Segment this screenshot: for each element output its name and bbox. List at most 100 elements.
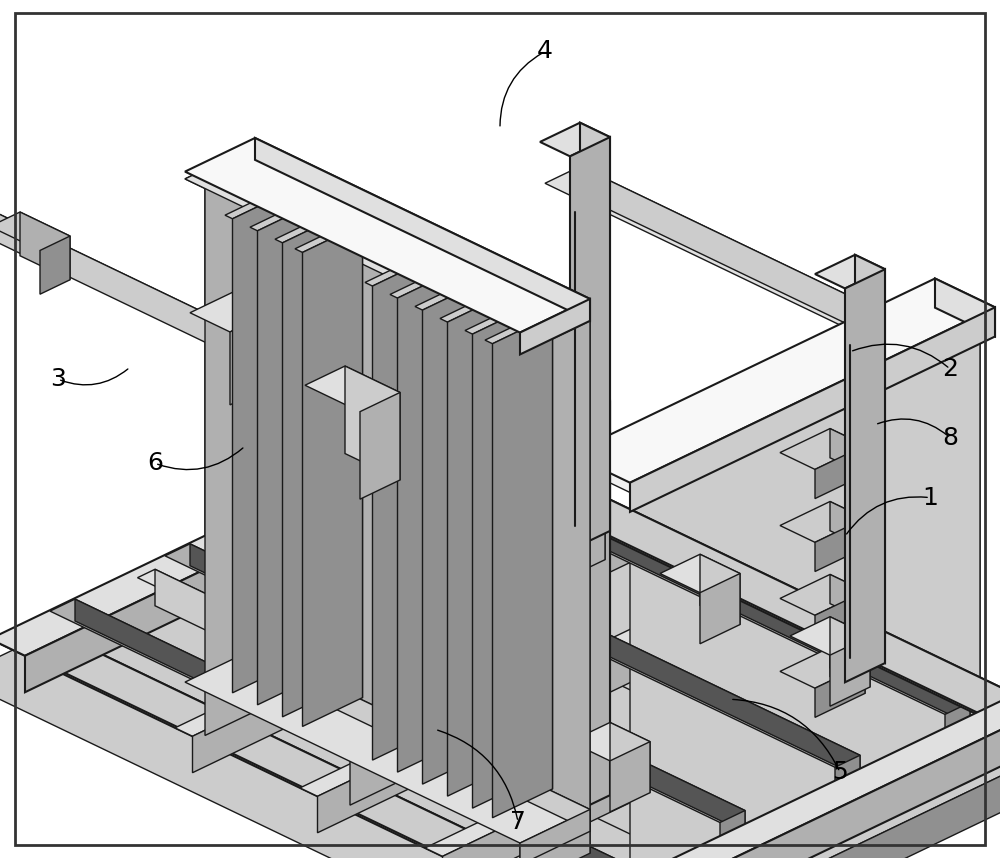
Polygon shape bbox=[422, 281, 482, 784]
Polygon shape bbox=[445, 420, 480, 474]
Polygon shape bbox=[283, 214, 342, 717]
Polygon shape bbox=[830, 575, 865, 620]
Polygon shape bbox=[398, 269, 458, 772]
Polygon shape bbox=[443, 637, 898, 858]
Polygon shape bbox=[415, 436, 970, 724]
Polygon shape bbox=[185, 145, 590, 340]
Text: 1: 1 bbox=[922, 486, 938, 510]
Polygon shape bbox=[815, 445, 865, 498]
Polygon shape bbox=[40, 625, 615, 858]
Polygon shape bbox=[345, 222, 395, 793]
Polygon shape bbox=[610, 722, 650, 793]
Polygon shape bbox=[75, 599, 630, 858]
Polygon shape bbox=[455, 425, 1000, 738]
Polygon shape bbox=[138, 570, 730, 854]
Polygon shape bbox=[545, 311, 552, 789]
Polygon shape bbox=[520, 306, 590, 354]
Polygon shape bbox=[540, 387, 610, 420]
Polygon shape bbox=[450, 266, 458, 743]
Polygon shape bbox=[0, 197, 240, 340]
Polygon shape bbox=[525, 489, 605, 528]
Polygon shape bbox=[355, 220, 362, 698]
Polygon shape bbox=[305, 366, 400, 412]
Polygon shape bbox=[360, 392, 400, 499]
Polygon shape bbox=[365, 254, 432, 286]
Polygon shape bbox=[257, 202, 317, 705]
Polygon shape bbox=[780, 429, 865, 469]
Polygon shape bbox=[845, 269, 885, 682]
Polygon shape bbox=[475, 278, 482, 755]
Polygon shape bbox=[255, 649, 590, 831]
Polygon shape bbox=[225, 186, 292, 219]
Polygon shape bbox=[590, 709, 1000, 858]
Polygon shape bbox=[493, 315, 552, 818]
Polygon shape bbox=[570, 402, 610, 814]
Polygon shape bbox=[610, 741, 650, 812]
Polygon shape bbox=[0, 438, 1000, 858]
Polygon shape bbox=[500, 290, 507, 767]
Polygon shape bbox=[250, 198, 317, 231]
Polygon shape bbox=[255, 145, 275, 702]
Polygon shape bbox=[520, 299, 590, 354]
Polygon shape bbox=[660, 554, 740, 593]
Polygon shape bbox=[230, 311, 275, 405]
Polygon shape bbox=[20, 212, 70, 280]
Polygon shape bbox=[302, 224, 362, 727]
Polygon shape bbox=[305, 498, 880, 810]
Polygon shape bbox=[540, 123, 610, 156]
Polygon shape bbox=[0, 212, 70, 251]
Polygon shape bbox=[935, 279, 995, 336]
Polygon shape bbox=[830, 429, 865, 474]
Polygon shape bbox=[520, 306, 590, 858]
Polygon shape bbox=[0, 420, 480, 656]
Polygon shape bbox=[780, 501, 865, 542]
Polygon shape bbox=[295, 220, 362, 252]
Polygon shape bbox=[712, 846, 730, 858]
Polygon shape bbox=[500, 297, 590, 340]
Polygon shape bbox=[480, 680, 520, 750]
Polygon shape bbox=[570, 137, 610, 550]
Polygon shape bbox=[310, 198, 317, 676]
Polygon shape bbox=[570, 279, 995, 483]
Polygon shape bbox=[880, 630, 898, 674]
Polygon shape bbox=[390, 436, 970, 715]
Polygon shape bbox=[255, 138, 590, 321]
Polygon shape bbox=[345, 614, 385, 685]
Polygon shape bbox=[580, 166, 890, 345]
Polygon shape bbox=[815, 518, 865, 571]
Polygon shape bbox=[830, 648, 865, 693]
Polygon shape bbox=[565, 489, 605, 559]
Polygon shape bbox=[335, 210, 342, 688]
Polygon shape bbox=[835, 755, 860, 789]
Polygon shape bbox=[285, 186, 292, 664]
Polygon shape bbox=[40, 236, 70, 294]
Polygon shape bbox=[990, 702, 1000, 757]
Polygon shape bbox=[275, 210, 342, 243]
Polygon shape bbox=[815, 255, 885, 288]
Polygon shape bbox=[300, 570, 773, 796]
Polygon shape bbox=[425, 254, 432, 731]
Polygon shape bbox=[415, 278, 482, 310]
Polygon shape bbox=[465, 302, 532, 334]
Polygon shape bbox=[580, 300, 980, 492]
Text: 7: 7 bbox=[510, 810, 526, 834]
Polygon shape bbox=[345, 595, 385, 666]
Polygon shape bbox=[930, 300, 980, 733]
Text: 4: 4 bbox=[537, 39, 553, 63]
Polygon shape bbox=[700, 573, 740, 644]
Polygon shape bbox=[185, 138, 590, 333]
Polygon shape bbox=[345, 366, 400, 480]
Polygon shape bbox=[473, 305, 532, 808]
Text: 6: 6 bbox=[147, 451, 163, 475]
Polygon shape bbox=[305, 488, 860, 777]
Polygon shape bbox=[570, 722, 650, 761]
Polygon shape bbox=[455, 438, 1000, 775]
Polygon shape bbox=[830, 617, 870, 687]
Polygon shape bbox=[565, 509, 605, 579]
Polygon shape bbox=[520, 809, 590, 858]
Polygon shape bbox=[175, 510, 648, 736]
Polygon shape bbox=[485, 311, 552, 344]
Polygon shape bbox=[235, 291, 275, 384]
Polygon shape bbox=[830, 636, 870, 706]
Polygon shape bbox=[220, 329, 240, 369]
